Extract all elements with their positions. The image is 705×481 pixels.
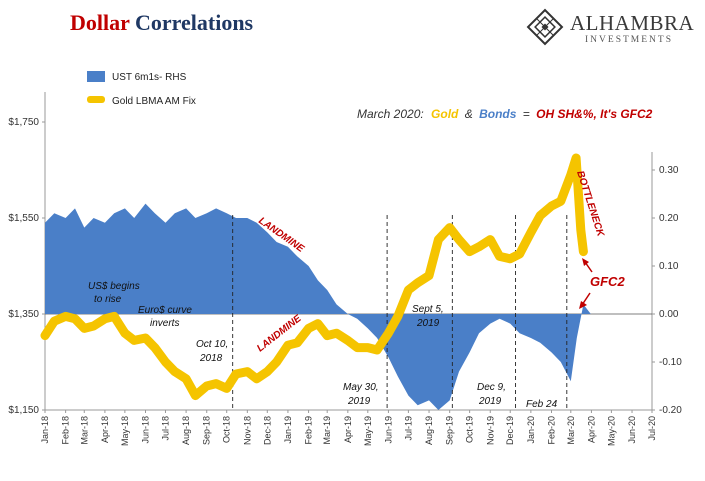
x-tick-label: Mar-18 bbox=[79, 416, 89, 445]
tick-labels: $1,150 $1,350 $1,550 $1,750 -0.20 -0.10 0.00 0.… bbox=[8, 117, 682, 446]
x-tick-label: Aug-18 bbox=[181, 416, 191, 445]
annotation-dec9-1: Dec 9, bbox=[477, 382, 506, 393]
annotation-sept5-1: Sept 5, bbox=[412, 304, 444, 315]
x-tick-label: Feb-20 bbox=[546, 416, 556, 445]
gold-lbma-line bbox=[40, 153, 588, 401]
annotation-may30-2: 2019 bbox=[347, 396, 371, 407]
x-tick-label: May-20 bbox=[606, 416, 616, 446]
x-tick-label: Apr-19 bbox=[343, 416, 353, 443]
annotation-dec9-2: 2019 bbox=[478, 396, 502, 407]
title-correlations: Correlations bbox=[134, 10, 254, 35]
legend: UST 6m1s- RHS Gold LBMA AM Fix bbox=[87, 71, 196, 107]
x-tick-label: Apr-20 bbox=[586, 416, 596, 443]
annotation-gfc2: GFC2 bbox=[590, 274, 625, 289]
headline: March 2020: Gold & Bonds = OH SH&%, It's… bbox=[357, 107, 653, 121]
x-tick-label: Dec-19 bbox=[505, 416, 515, 445]
legend-label-gold: Gold LBMA AM Fix bbox=[112, 96, 196, 107]
x-tick-label: Aug-19 bbox=[424, 416, 434, 445]
ust-6m1s-area bbox=[45, 203, 591, 410]
x-tick-label: Jan-18 bbox=[40, 416, 50, 444]
legend-swatch-ust bbox=[87, 71, 105, 82]
x-tick-label: Feb-19 bbox=[304, 416, 314, 445]
annotation-may30-1: May 30, bbox=[343, 382, 379, 393]
right-tick-label: 0.30 bbox=[659, 165, 679, 176]
headline-amp: & bbox=[465, 107, 473, 121]
right-tick-label: 0.20 bbox=[659, 213, 679, 224]
brand-name: ALHAMBRA bbox=[570, 11, 695, 35]
x-tick-label: Sep-18 bbox=[202, 416, 212, 445]
annotation-us-begins-1: US$ begins bbox=[88, 281, 140, 292]
annotation-landmine-bottom: LANDMINE bbox=[255, 313, 304, 354]
annotation-euro-curve-1: Euro$ curve bbox=[138, 305, 192, 316]
headline-prefix: March 2020: bbox=[357, 107, 424, 121]
headline-bonds: Bonds bbox=[479, 107, 517, 121]
left-tick-label: $1,350 bbox=[8, 309, 39, 320]
x-tick-label: Jan-19 bbox=[283, 416, 293, 444]
right-tick-label: -0.10 bbox=[659, 357, 682, 368]
headline-tail: OH SH&%, It's GFC2 bbox=[536, 107, 653, 121]
x-tick-label: Oct-18 bbox=[222, 416, 232, 443]
x-tick-label: Jul-19 bbox=[403, 416, 413, 441]
x-tick-label: Nov-19 bbox=[485, 416, 495, 445]
right-tick-label: -0.20 bbox=[659, 405, 682, 416]
brand-logo: ALHAMBRA INVESTMENTS bbox=[523, 8, 698, 46]
headline-gold: Gold bbox=[431, 107, 459, 121]
legend-label-ust: UST 6m1s- RHS bbox=[112, 72, 187, 83]
left-tick-label: $1,550 bbox=[8, 213, 39, 224]
right-tick-label: 0.10 bbox=[659, 261, 679, 272]
x-tick-label: Jul-18 bbox=[160, 416, 170, 441]
left-tick-label: $1,750 bbox=[8, 117, 39, 128]
annotation-us-begins-2: to rise bbox=[94, 294, 122, 305]
x-tick-label: May-19 bbox=[363, 416, 373, 446]
x-tick-label: Jun-19 bbox=[383, 416, 393, 444]
chart-title: Dollar Correlations bbox=[70, 10, 253, 36]
annotation-oct10-1: Oct 10, bbox=[196, 339, 228, 350]
headline-eq: = bbox=[523, 107, 530, 121]
x-tick-label: Mar-19 bbox=[322, 416, 332, 445]
brand-sub: INVESTMENTS bbox=[585, 35, 673, 45]
annotation-feb24: Feb 24 bbox=[526, 399, 558, 410]
x-tick-label: Nov-18 bbox=[242, 416, 252, 445]
title-dollar: Dollar bbox=[70, 10, 130, 35]
x-tick-label: Sep-19 bbox=[445, 416, 455, 445]
x-tick-label: Mar-20 bbox=[566, 416, 576, 445]
annotation-euro-curve-2: inverts bbox=[150, 318, 179, 329]
x-tick-label: Jul-20 bbox=[647, 416, 657, 441]
gfc2-arrows bbox=[579, 258, 593, 309]
x-tick-label: Apr-18 bbox=[100, 416, 110, 443]
x-tick-label: Jun-20 bbox=[627, 416, 637, 444]
annotation-oct10-2: 2018 bbox=[199, 353, 223, 364]
x-tick-label: Oct-19 bbox=[465, 416, 475, 443]
legend-swatch-gold bbox=[87, 96, 105, 103]
x-tick-label: Jun-18 bbox=[141, 416, 151, 444]
right-tick-label: 0.00 bbox=[659, 309, 679, 320]
x-tick-label: May-18 bbox=[120, 416, 130, 446]
x-tick-label: Jan-20 bbox=[526, 416, 536, 444]
annotation-sept5-2: 2019 bbox=[416, 318, 440, 329]
x-tick-label: Dec-18 bbox=[262, 416, 272, 445]
left-tick-label: $1,150 bbox=[8, 405, 39, 416]
x-tick-label: Feb-18 bbox=[61, 416, 71, 445]
alhambra-diamond-icon bbox=[526, 8, 564, 46]
